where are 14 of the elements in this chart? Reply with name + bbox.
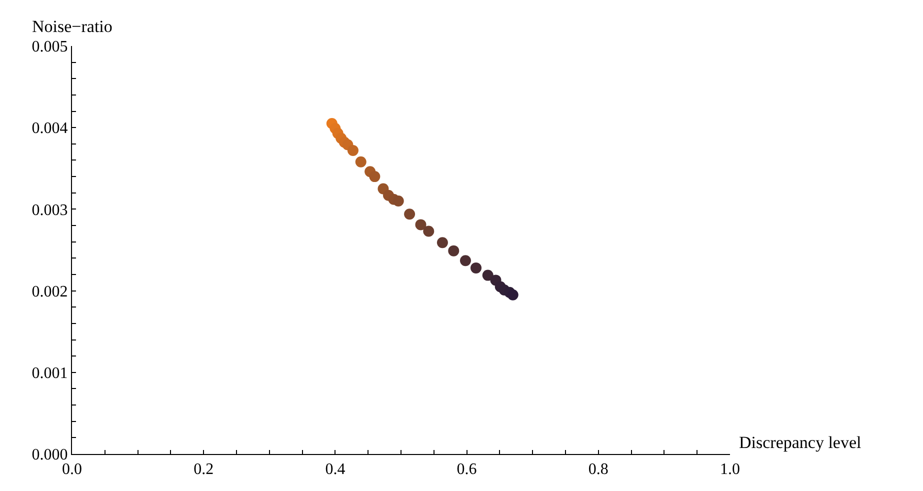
y-tick-label: 0.005 <box>32 38 68 56</box>
y-tick-label: 0.003 <box>32 202 68 219</box>
y-axis-title: Noise−ratio <box>32 17 112 36</box>
y-tick-label: 0.001 <box>32 365 68 382</box>
y-tick-label: 0.004 <box>32 120 68 138</box>
x-tick-label: 1.0 <box>720 461 740 478</box>
x-tick-label: 0.4 <box>325 461 346 478</box>
y-tick-label: 0.002 <box>32 283 68 300</box>
x-tick-label: 0.8 <box>588 461 608 478</box>
x-axis-title: Discrepancy level <box>739 433 862 452</box>
x-tick-label: 0.0 <box>62 461 82 478</box>
x-tick-label: 0.2 <box>194 461 214 478</box>
x-tick-label: 0.6 <box>456 461 477 478</box>
y-tick-label: 0.000 <box>32 446 68 464</box>
